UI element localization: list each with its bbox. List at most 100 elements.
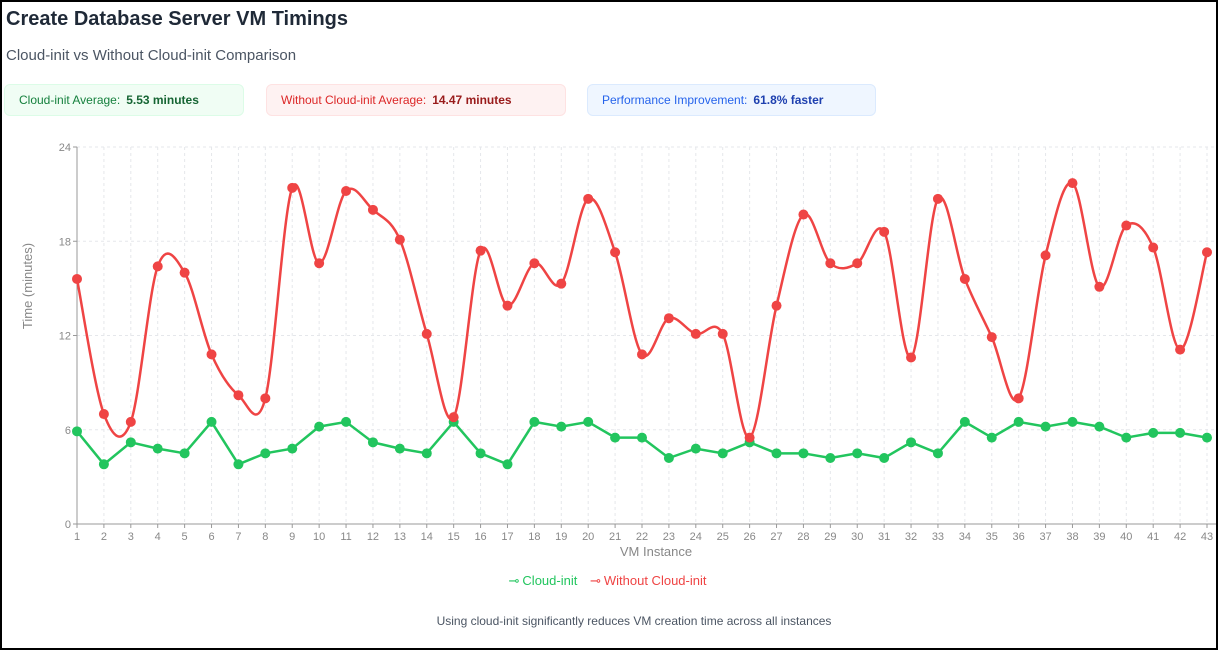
- data-point-without-cloud-init: [959, 273, 970, 284]
- x-tick-label: 8: [262, 531, 268, 543]
- data-point-without-cloud-init: [771, 300, 782, 311]
- x-tick-label: 23: [663, 531, 675, 543]
- x-tick-label: 40: [1120, 531, 1132, 543]
- data-point-without-cloud-init: [986, 332, 997, 343]
- stat-value: 14.47 minutes: [432, 93, 512, 107]
- x-tick-label: 11: [340, 531, 351, 543]
- x-tick-label: 3: [128, 531, 134, 543]
- y-axis-label: Time (minutes): [20, 243, 35, 329]
- data-point-cloud-init: [1121, 432, 1132, 443]
- x-tick-label: 5: [182, 531, 188, 543]
- data-point-cloud-init: [583, 416, 594, 427]
- legend-label: Cloud-init: [522, 573, 578, 588]
- x-tick-label: 28: [797, 531, 809, 543]
- footer-note: Using cloud-init significantly reduces V…: [436, 614, 832, 628]
- x-tick-label: 29: [824, 531, 836, 543]
- data-point-without-cloud-init: [556, 278, 567, 289]
- x-tick-label: 42: [1174, 531, 1186, 543]
- data-point-without-cloud-init: [1013, 393, 1024, 404]
- data-point-cloud-init: [986, 432, 997, 443]
- x-tick-label: 33: [932, 531, 944, 543]
- data-point-cloud-init: [798, 448, 809, 459]
- data-point-cloud-init: [421, 448, 432, 459]
- data-point-cloud-init: [206, 416, 217, 427]
- data-point-cloud-init: [610, 432, 621, 443]
- data-point-without-cloud-init: [1148, 242, 1159, 253]
- x-tick-label: 35: [986, 531, 998, 543]
- data-point-without-cloud-init: [98, 409, 109, 420]
- legend-item-without-cloud-init[interactable]: ⊸ Without Cloud-init: [589, 573, 707, 588]
- data-point-cloud-init: [475, 448, 486, 459]
- x-tick-label: 16: [474, 531, 486, 543]
- data-point-cloud-init: [959, 416, 970, 427]
- data-point-without-cloud-init: [341, 185, 352, 196]
- stat-value: 61.8% faster: [753, 93, 824, 107]
- legend-item-cloud-init[interactable]: ⊸ Cloud-init: [508, 573, 578, 588]
- x-tick-label: 14: [421, 531, 433, 543]
- data-point-without-cloud-init: [1121, 220, 1132, 231]
- data-point-without-cloud-init: [367, 204, 378, 215]
- data-point-without-cloud-init: [529, 258, 540, 269]
- performance-improvement-card: Performance Improvement: 61.8% faster: [587, 84, 876, 116]
- data-point-cloud-init: [556, 421, 567, 432]
- data-point-without-cloud-init: [206, 349, 217, 360]
- data-point-without-cloud-init: [744, 432, 755, 443]
- data-point-without-cloud-init: [825, 258, 836, 269]
- data-point-without-cloud-init: [637, 349, 647, 360]
- page-subtitle: Cloud-init vs Without Cloud-init Compari…: [6, 47, 297, 64]
- cloud-init-average-card: Cloud-init Average: 5.53 minutes: [4, 84, 244, 116]
- data-point-without-cloud-init: [179, 267, 190, 278]
- page-title: Create Database Server VM Timings: [6, 8, 349, 30]
- y-tick-label: 18: [59, 236, 71, 248]
- data-point-cloud-init: [314, 421, 325, 432]
- x-tick-label: 26: [743, 531, 755, 543]
- x-tick-label: 41: [1147, 531, 1159, 543]
- data-point-cloud-init: [771, 448, 782, 459]
- legend: ⊸ Cloud-init ⊸ Without Cloud-init: [0, 573, 1218, 589]
- data-point-without-cloud-init: [852, 258, 863, 269]
- data-point-cloud-init: [125, 437, 136, 448]
- x-tick-label: 21: [609, 531, 621, 543]
- x-tick-label: 24: [690, 531, 702, 543]
- data-point-cloud-init: [717, 448, 728, 459]
- y-tick-label: 0: [65, 519, 71, 531]
- x-tick-label: 37: [1039, 531, 1051, 543]
- stat-value: 5.53 minutes: [126, 93, 199, 107]
- data-point-cloud-init: [1067, 416, 1078, 427]
- x-tick-label: 34: [959, 531, 971, 543]
- y-tick-label: 24: [59, 142, 71, 154]
- data-point-cloud-init: [260, 448, 271, 459]
- data-point-cloud-init: [1094, 421, 1105, 432]
- x-tick-label: 43: [1201, 531, 1213, 543]
- x-tick-label: 10: [313, 531, 325, 543]
- x-tick-label: 17: [501, 531, 513, 543]
- x-tick-label: 15: [448, 531, 460, 543]
- data-point-without-cloud-init: [906, 352, 917, 363]
- data-point-cloud-init: [72, 426, 82, 437]
- legend-label: Without Cloud-init: [603, 573, 707, 588]
- without-cloud-init-average-card: Without Cloud-init Average: 14.47 minutes: [266, 84, 566, 116]
- data-point-without-cloud-init: [260, 393, 271, 404]
- stat-label: Without Cloud-init Average:: [281, 93, 427, 107]
- y-tick-label: 12: [59, 331, 71, 343]
- data-point-without-cloud-init: [1040, 250, 1051, 261]
- x-tick-label: 31: [878, 531, 890, 543]
- x-axis-label: VM Instance: [620, 544, 692, 559]
- data-point-without-cloud-init: [690, 328, 701, 339]
- data-point-without-cloud-init: [233, 390, 244, 401]
- x-tick-label: 39: [1093, 531, 1105, 543]
- data-point-without-cloud-init: [1094, 281, 1105, 292]
- data-point-cloud-init: [1040, 421, 1051, 432]
- x-tick-label: 9: [289, 531, 295, 543]
- data-point-cloud-init: [502, 459, 513, 470]
- data-point-without-cloud-init: [663, 313, 674, 324]
- data-point-without-cloud-init: [72, 273, 82, 284]
- data-point-cloud-init: [341, 416, 352, 427]
- data-point-cloud-init: [690, 443, 701, 454]
- data-point-cloud-init: [179, 448, 190, 459]
- x-tick-label: 38: [1066, 531, 1078, 543]
- x-tick-label: 32: [905, 531, 917, 543]
- x-tick-label: 22: [636, 531, 648, 543]
- x-tick-label: 20: [582, 531, 594, 543]
